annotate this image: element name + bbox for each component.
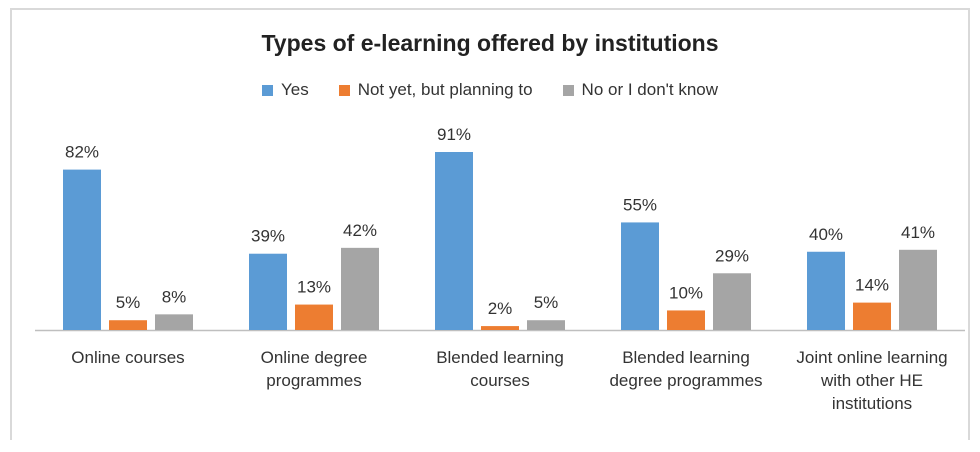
category-label-1: Online degree programmes <box>261 348 368 390</box>
category-label-2: Blended learning courses <box>436 348 564 390</box>
bar-no-or-i-don-t-know-4 <box>899 249 937 330</box>
data-label-not-yet-but-planning-to-0: 5% <box>116 293 141 312</box>
frame-border-right <box>968 8 970 440</box>
data-label-yes-2: 91% <box>437 125 471 144</box>
data-label-no-or-i-don-t-know-1: 42% <box>343 221 377 240</box>
legend-label-planning: Not yet, but planning to <box>357 80 533 99</box>
bar-no-or-i-don-t-know-3 <box>713 273 751 330</box>
legend-item-planning: Not yet, but planning to <box>338 80 533 100</box>
legend-swatch-planning <box>338 84 350 96</box>
data-label-not-yet-but-planning-to-4: 14% <box>855 276 889 295</box>
chart-legend: Yes Not yet, but planning to No or I don… <box>0 80 980 100</box>
bar-yes-1 <box>249 253 287 330</box>
bar-not-yet-but-planning-to-2 <box>481 326 519 330</box>
data-label-yes-3: 55% <box>623 195 657 214</box>
bar-no-or-i-don-t-know-2 <box>527 320 565 330</box>
data-label-no-or-i-don-t-know-3: 29% <box>715 246 749 265</box>
bar-not-yet-but-planning-to-4 <box>853 302 891 330</box>
frame-border-left <box>10 8 12 440</box>
data-label-no-or-i-don-t-know-0: 8% <box>162 287 187 306</box>
category-label-3: Blended learning degree programmes <box>609 348 762 390</box>
bar-yes-0 <box>63 169 101 330</box>
data-label-not-yet-but-planning-to-3: 10% <box>669 283 703 302</box>
data-label-yes-0: 82% <box>65 143 99 162</box>
data-label-no-or-i-don-t-know-2: 5% <box>534 293 559 312</box>
data-label-not-yet-but-planning-to-1: 13% <box>297 278 331 297</box>
chart-title: Types of e-learning offered by instituti… <box>261 30 719 56</box>
legend-item-no: No or I don't know <box>562 80 719 100</box>
category-label-4: Joint online learning with other HE instit… <box>796 348 947 413</box>
frame-border-top <box>10 8 970 10</box>
bar-yes-4 <box>807 251 845 330</box>
data-label-yes-1: 39% <box>251 227 285 246</box>
bar-yes-2 <box>435 152 473 330</box>
bar-not-yet-but-planning-to-1 <box>295 304 333 330</box>
data-label-no-or-i-don-t-know-4: 41% <box>901 223 935 242</box>
legend-swatch-no <box>562 84 574 96</box>
data-label-not-yet-but-planning-to-2: 2% <box>488 299 513 318</box>
legend-label-yes: Yes <box>280 80 309 99</box>
legend-label-no: No or I don't know <box>581 80 719 99</box>
bar-no-or-i-don-t-know-1 <box>341 247 379 330</box>
bar-no-or-i-don-t-know-0 <box>155 314 193 330</box>
legend-item-yes: Yes <box>261 80 309 100</box>
category-label-0: Online courses <box>71 348 184 367</box>
bar-not-yet-but-planning-to-0 <box>109 320 147 330</box>
bar-not-yet-but-planning-to-3 <box>667 310 705 330</box>
bar-yes-3 <box>621 222 659 330</box>
legend-swatch-yes <box>261 84 273 96</box>
data-label-yes-4: 40% <box>809 225 843 244</box>
